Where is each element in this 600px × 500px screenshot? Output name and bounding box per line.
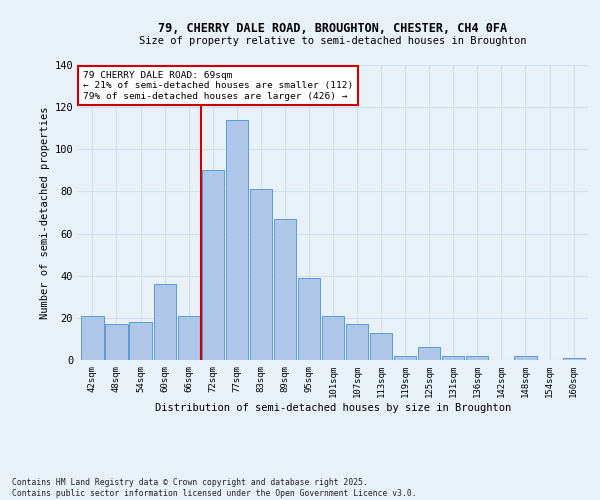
Text: Size of property relative to semi-detached houses in Broughton: Size of property relative to semi-detach… [139, 36, 527, 46]
Bar [322, 316, 344, 360]
Bar [226, 120, 248, 360]
Bar [514, 356, 536, 360]
Bar [298, 278, 320, 360]
Bar [130, 322, 152, 360]
Bar [346, 324, 368, 360]
Bar [466, 356, 488, 360]
Bar [370, 332, 392, 360]
Text: 79, CHERRY DALE ROAD, BROUGHTON, CHESTER, CH4 0FA: 79, CHERRY DALE ROAD, BROUGHTON, CHESTER… [158, 22, 508, 36]
Bar [82, 316, 104, 360]
Text: 79 CHERRY DALE ROAD: 69sqm
← 21% of semi-detached houses are smaller (112)
79% o: 79 CHERRY DALE ROAD: 69sqm ← 21% of semi… [83, 71, 353, 101]
Bar [106, 324, 128, 360]
Bar [418, 348, 440, 360]
Text: Contains HM Land Registry data © Crown copyright and database right 2025.
Contai: Contains HM Land Registry data © Crown c… [12, 478, 416, 498]
Bar [178, 316, 200, 360]
Bar [563, 358, 584, 360]
Bar [394, 356, 416, 360]
X-axis label: Distribution of semi-detached houses by size in Broughton: Distribution of semi-detached houses by … [155, 402, 511, 412]
Y-axis label: Number of semi-detached properties: Number of semi-detached properties [40, 106, 50, 319]
Bar [250, 190, 272, 360]
Bar [442, 356, 464, 360]
Bar [154, 284, 176, 360]
Bar [202, 170, 224, 360]
Bar [274, 219, 296, 360]
